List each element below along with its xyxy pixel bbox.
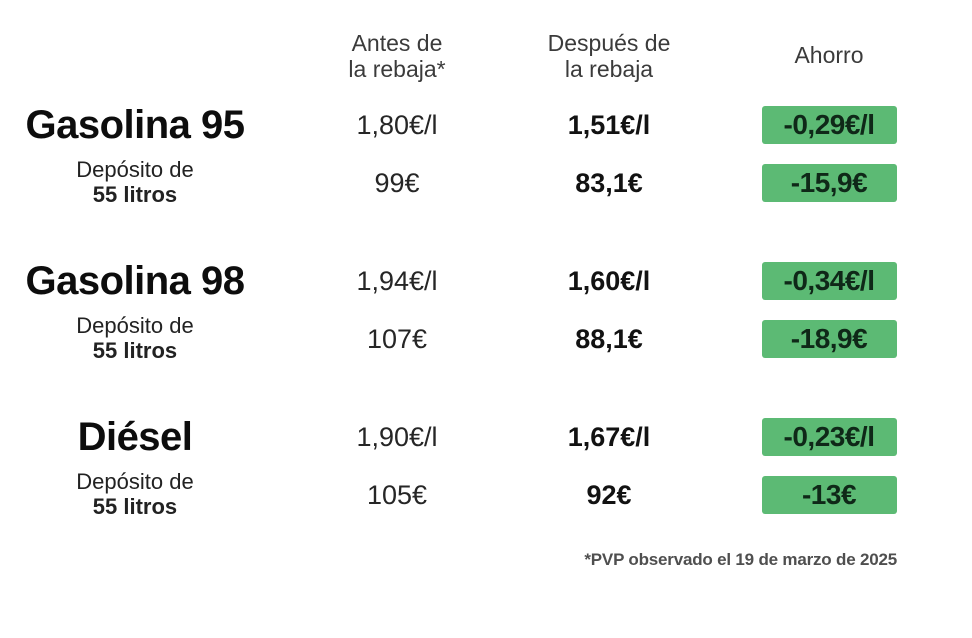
table-row-diesel-per-liter: Diésel 1,90€/l 1,67€/l -0,23€/l: [0, 408, 972, 466]
table-header-row: Antes de la rebaja* Después de la rebaja…: [0, 0, 972, 96]
column-header-before-line1: Antes de: [351, 30, 443, 57]
price-after-per-liter: 1,67€/l: [567, 421, 651, 452]
column-header-before-line2: la rebaja*: [348, 56, 446, 83]
savings-badge-deposit: -18,9€: [761, 320, 897, 358]
price-before-per-liter: 1,90€/l: [356, 421, 438, 452]
deposit-label-line1: Depósito de: [76, 313, 194, 339]
deposit-label-line2: 55 litros: [92, 338, 178, 363]
price-after-deposit: 92€: [586, 479, 632, 510]
table-row-gasolina98-per-liter: Gasolina 98 1,94€/l 1,60€/l -0,34€/l: [0, 252, 972, 310]
header-empty-cell: [0, 0, 270, 96]
price-before-per-liter: 1,94€/l: [356, 265, 438, 296]
savings-badge-per-liter: -0,23€/l: [761, 418, 897, 456]
deposit-label-line1: Depósito de: [76, 157, 194, 183]
footnote: *PVP observado el 19 de marzo de 2025: [584, 550, 897, 569]
group-spacer: [0, 368, 972, 408]
column-header-before: Antes de la rebaja*: [270, 0, 524, 96]
table-row-diesel-deposit: Depósito de 55 litros 105€ 92€ -13€: [0, 466, 972, 524]
table-row-gasolina98-deposit: Depósito de 55 litros 107€ 88,1€ -18,9€: [0, 310, 972, 368]
price-before-deposit: 107€: [366, 323, 428, 354]
deposit-label-line2: 55 litros: [92, 494, 178, 519]
price-before-deposit: 105€: [366, 479, 428, 510]
column-header-savings: Ahorro: [694, 0, 964, 96]
deposit-label: Depósito de 55 litros: [76, 158, 193, 207]
savings-badge-deposit: -13€: [761, 476, 897, 514]
deposit-label: Depósito de 55 litros: [76, 470, 193, 519]
price-after-per-liter: 1,60€/l: [567, 265, 651, 296]
deposit-label: Depósito de 55 litros: [76, 314, 193, 363]
column-header-savings-label: Ahorro: [794, 42, 864, 68]
column-header-after-line1: Después de: [547, 30, 671, 57]
group-spacer: [0, 212, 972, 252]
fuel-name: Gasolina 95: [25, 102, 245, 147]
price-after-deposit: 83,1€: [575, 167, 643, 198]
fuel-name: Gasolina 98: [25, 258, 245, 303]
price-after-deposit: 88,1€: [575, 323, 643, 354]
column-header-after: Después de la rebaja: [524, 0, 694, 96]
table-row-gasolina95-deposit: Depósito de 55 litros 99€ 83,1€ -15,9€: [0, 154, 972, 212]
savings-badge-deposit: -15,9€: [761, 164, 897, 202]
fuel-name: Diésel: [77, 414, 193, 459]
savings-badge-per-liter: -0,34€/l: [761, 262, 897, 300]
column-header-after-line2: la rebaja: [564, 56, 654, 83]
deposit-label-line2: 55 litros: [92, 182, 178, 207]
price-before-deposit: 99€: [374, 167, 420, 198]
price-after-per-liter: 1,51€/l: [567, 109, 651, 140]
deposit-label-line1: Depósito de: [76, 469, 194, 495]
table-row-gasolina95-per-liter: Gasolina 95 1,80€/l 1,51€/l -0,29€/l: [0, 96, 972, 154]
price-before-per-liter: 1,80€/l: [356, 109, 438, 140]
savings-badge-per-liter: -0,29€/l: [761, 106, 897, 144]
